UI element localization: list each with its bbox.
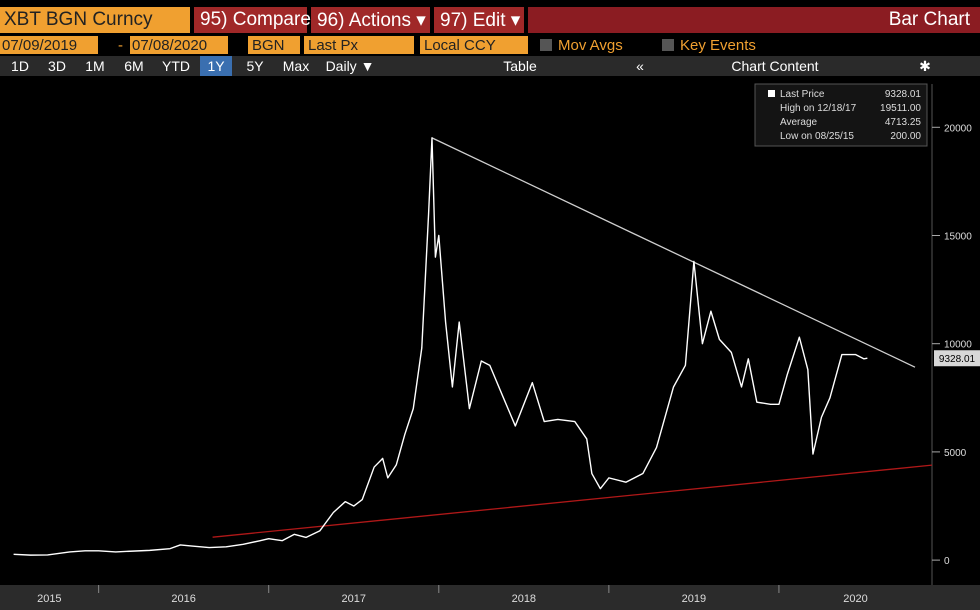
y-tick-label: 0 xyxy=(944,556,950,567)
x-tick-label: 2016 xyxy=(171,593,195,605)
x-tick-label: 2020 xyxy=(843,593,867,605)
currency-select[interactable]: Local CCY xyxy=(420,36,528,54)
checkbox[interactable] xyxy=(662,39,674,51)
x-axis-band xyxy=(0,585,980,610)
button[interactable]: 95) Compare xyxy=(194,7,311,33)
settings-icon[interactable]: ✱ xyxy=(919,57,931,74)
y-tick-label: 10000 xyxy=(944,340,972,351)
option[interactable]: Mov Avgs xyxy=(558,36,623,54)
legend-label: Average xyxy=(780,117,818,128)
x-tick-label: 2019 xyxy=(682,593,706,605)
legend-value: 200.00 xyxy=(890,131,921,142)
legend-value: 9328.01 xyxy=(885,89,922,100)
period-button[interactable]: 1Y xyxy=(200,56,232,76)
period-button[interactable]: 1M xyxy=(85,58,105,74)
period-button[interactable]: 6M xyxy=(124,58,144,74)
period-bar xyxy=(0,56,980,76)
period-button[interactable]: 5Y xyxy=(246,58,264,74)
checkbox[interactable] xyxy=(540,39,552,51)
date-field[interactable]: 07/09/2019 xyxy=(0,36,98,54)
date-field[interactable]: 07/08/2020 xyxy=(130,36,228,54)
x-tick-label: 2017 xyxy=(342,593,366,605)
legend-value: 19511.00 xyxy=(880,103,921,114)
separator: - xyxy=(118,36,123,54)
legend-label: Low on 08/25/15 xyxy=(780,131,854,142)
period-button[interactable]: 1D xyxy=(11,58,29,74)
trendline xyxy=(212,464,933,538)
last-price-tag xyxy=(934,350,980,367)
last-price-label: 9328.01 xyxy=(939,354,976,365)
collapse-icon[interactable]: « xyxy=(636,58,644,74)
legend-value: 4713.25 xyxy=(885,117,922,128)
period-button[interactable]: 3D xyxy=(48,58,66,74)
button[interactable]: 97) Edit ▾ xyxy=(434,7,524,33)
security-field[interactable]: XBT BGN Curncy xyxy=(0,7,190,33)
tab[interactable]: Table xyxy=(503,58,537,74)
chart: 2015 2016 2017 2018 2019 2020 0 5000 10000 15000 2… xyxy=(0,83,980,610)
y-tick-label: 15000 xyxy=(944,231,972,242)
period-button[interactable]: Max xyxy=(282,58,310,74)
x-tick-label: 2018 xyxy=(512,593,536,605)
tab[interactable]: Chart Content xyxy=(731,58,819,74)
period-button[interactable]: Daily ▼ xyxy=(325,58,375,74)
trendline xyxy=(431,137,916,368)
legend-box xyxy=(754,83,928,147)
y-tick-label: 20000 xyxy=(944,123,972,134)
x-tick-label: 2015 xyxy=(37,593,61,605)
period-button[interactable]: YTD xyxy=(162,58,190,74)
function-title: Bar Chart xyxy=(528,7,980,33)
source-field[interactable]: BGN xyxy=(248,36,300,54)
legend-label: Last Price xyxy=(780,89,825,100)
field-select[interactable]: Last Px xyxy=(304,36,414,54)
button[interactable]: 96) Actions ▾ xyxy=(311,7,430,33)
legend-swatch xyxy=(768,90,775,97)
option[interactable]: Key Events xyxy=(680,36,756,54)
price-line xyxy=(13,137,868,556)
legend-label: High on 12/18/17 xyxy=(780,103,857,114)
y-tick-label: 5000 xyxy=(944,448,967,459)
